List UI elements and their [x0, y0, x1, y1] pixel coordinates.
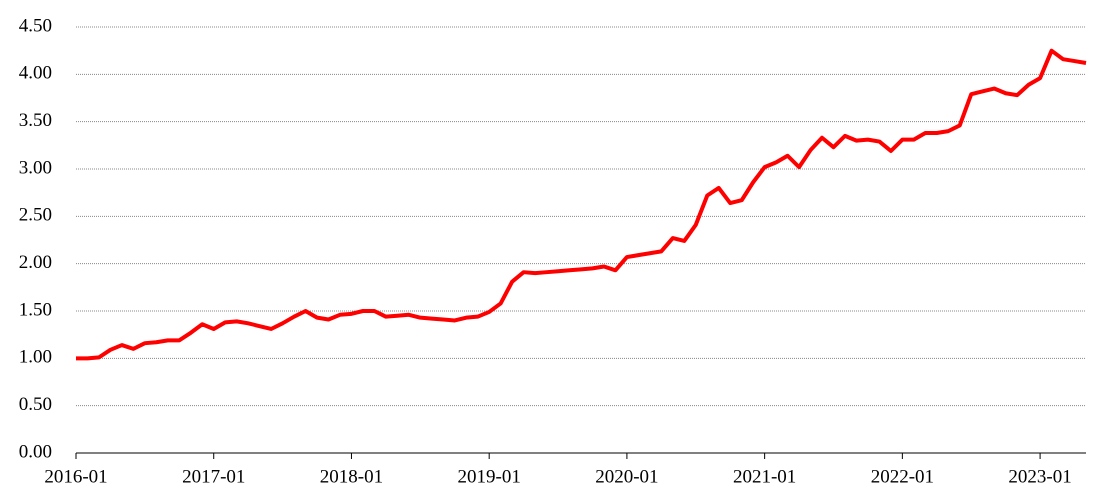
y-tick-label: 0.00 [19, 441, 52, 462]
y-tick-label: 0.50 [19, 394, 52, 415]
y-tick-label: 2.50 [19, 205, 52, 226]
y-tick-label: 3.50 [19, 110, 52, 131]
line [76, 48, 1087, 361]
y-tick-label: 1.00 [19, 347, 52, 368]
y-tick-label: 4.50 [19, 15, 52, 36]
x-tick-label: 2016-01 [44, 466, 107, 487]
x-tick-label: 2018-01 [320, 466, 383, 487]
y-tick-label: 1.50 [19, 299, 52, 320]
x-tick-label: 2023-01 [1008, 466, 1071, 487]
x-tick-label: 2017-01 [182, 466, 245, 487]
x-tick-label: 2020-01 [595, 466, 658, 487]
y-tick-label: 4.00 [19, 63, 52, 84]
y-tick-label: 3.00 [19, 157, 52, 178]
x-tick-label: 2022-01 [871, 466, 934, 487]
x-tick-label: 2021-01 [733, 466, 796, 487]
x-tick-label: 2019-01 [458, 466, 521, 487]
y-tick-label: 2.00 [19, 252, 52, 273]
